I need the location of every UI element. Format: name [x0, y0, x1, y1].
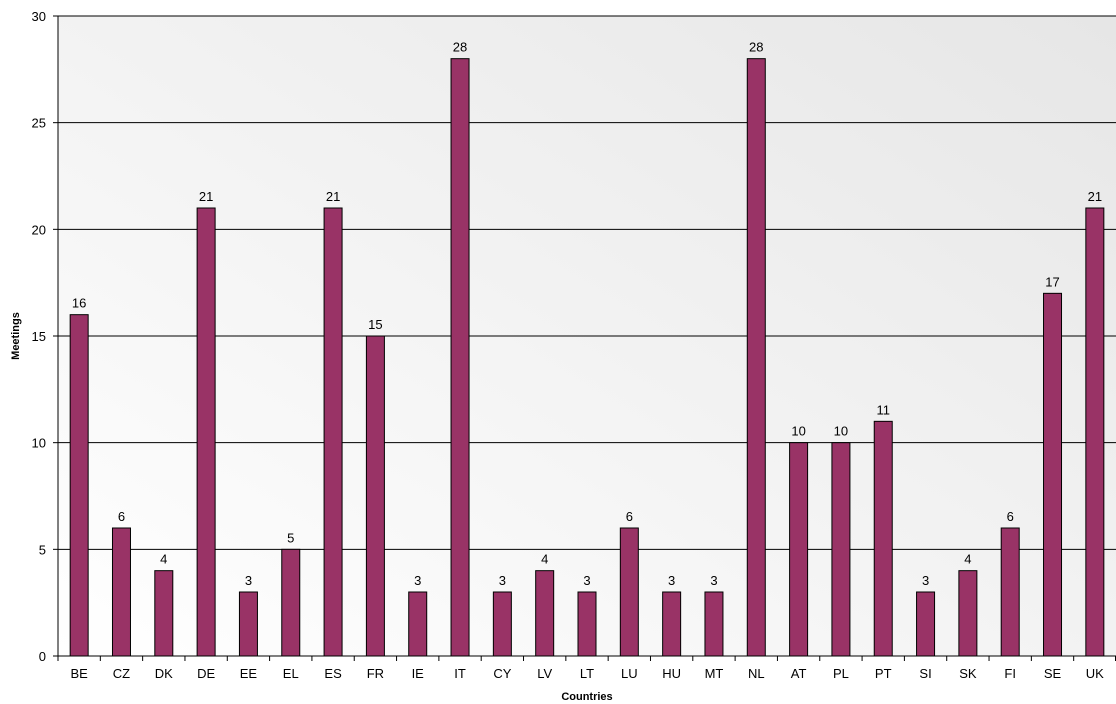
- bar-dk: [154, 570, 174, 657]
- x-tick-label-si: SI: [919, 666, 931, 681]
- data-label-lu: 6: [626, 509, 633, 524]
- bar-se: [1043, 292, 1063, 657]
- x-tick-label-de: DE: [197, 666, 215, 681]
- x-tick-label-hu: HU: [662, 666, 681, 681]
- bar-be: [69, 314, 89, 657]
- y-axis-ticks: 0 5 10 15 20 25 30: [32, 9, 58, 664]
- x-tick-label-be: BE: [70, 666, 88, 681]
- data-label-lv: 4: [541, 552, 548, 567]
- data-label-lt: 3: [583, 573, 590, 588]
- bar-at: [789, 442, 809, 657]
- bar-lv: [535, 570, 555, 657]
- x-tick-label-nl: NL: [748, 666, 765, 681]
- gridlines: [58, 15, 1116, 550]
- x-tick-label-es: ES: [324, 666, 342, 681]
- bar-fi: [1000, 527, 1020, 657]
- data-label-fr: 15: [368, 317, 382, 332]
- bar-hu: [662, 591, 682, 657]
- y-tick-label: 30: [32, 9, 46, 24]
- bar-uk: [1085, 207, 1105, 657]
- x-tick-label-it: IT: [454, 666, 466, 681]
- x-tick-label-uk: UK: [1086, 666, 1104, 681]
- data-label-si: 3: [922, 573, 929, 588]
- data-label-cz: 6: [118, 509, 125, 524]
- data-label-sk: 4: [964, 552, 971, 567]
- y-tick-label: 25: [32, 116, 46, 131]
- bar-nl: [746, 58, 766, 657]
- bars: [69, 58, 1105, 657]
- x-tick-label-pl: PL: [833, 666, 849, 681]
- x-axis-title: Countries: [561, 691, 612, 703]
- bar-si: [916, 591, 936, 657]
- x-tick-label-ee: EE: [240, 666, 258, 681]
- x-tick-label-se: SE: [1044, 666, 1062, 681]
- data-label-de: 21: [199, 189, 213, 204]
- bar-pt: [873, 420, 893, 657]
- x-tick-label-mt: MT: [705, 666, 724, 681]
- data-label-pl: 10: [834, 424, 848, 439]
- x-tick-label-sk: SK: [959, 666, 977, 681]
- bar-ie: [408, 591, 428, 657]
- data-label-it: 28: [453, 40, 467, 55]
- x-tick-label-cz: CZ: [113, 666, 130, 681]
- y-tick-label: 5: [39, 542, 46, 557]
- x-tick-label-fr: FR: [367, 666, 384, 681]
- data-label-fi: 6: [1007, 509, 1014, 524]
- x-tick-label-pt: PT: [875, 666, 892, 681]
- x-tick-label-cy: CY: [493, 666, 511, 681]
- data-label-at: 10: [791, 424, 805, 439]
- data-label-ee: 3: [245, 573, 252, 588]
- x-tick-label-ie: IE: [412, 666, 425, 681]
- x-tick-label-lv: LV: [537, 666, 552, 681]
- x-axis-ticks: BE CZ DK DE EE EL ES FR IE IT CY LV LT LU HU MT NL AT PL PT…: [57, 656, 1116, 681]
- bar-lt: [577, 591, 597, 657]
- y-tick-label: 15: [32, 329, 46, 344]
- y-tick-label: 20: [32, 222, 46, 237]
- x-tick-label-lu: LU: [621, 666, 638, 681]
- data-label-nl: 28: [749, 40, 763, 55]
- bar-lu: [619, 527, 639, 657]
- x-tick-label-fi: FI: [1004, 666, 1016, 681]
- bar-ee: [238, 591, 258, 657]
- bar-sk: [958, 570, 978, 657]
- data-labels: 16 6 4 21 3 5 21 15 3 28 3 4 3 6 3 3 28 10 10 11 3 4 6 17 21: [72, 40, 1102, 588]
- x-tick-label-at: AT: [791, 666, 807, 681]
- bar-cz: [111, 527, 131, 657]
- data-label-be: 16: [72, 296, 86, 311]
- data-label-es: 21: [326, 189, 340, 204]
- bar-it: [450, 58, 470, 657]
- x-tick-label-lt: LT: [580, 666, 594, 681]
- data-label-dk: 4: [160, 552, 167, 567]
- bar-es: [323, 207, 343, 657]
- bar-cy: [492, 591, 512, 657]
- bar-fr: [365, 335, 385, 657]
- bar-pl: [831, 442, 851, 657]
- bar-el: [281, 548, 301, 657]
- x-tick-label-dk: DK: [155, 666, 173, 681]
- y-tick-label: 10: [32, 436, 46, 451]
- data-label-uk: 21: [1088, 189, 1102, 204]
- data-label-hu: 3: [668, 573, 675, 588]
- data-label-cy: 3: [499, 573, 506, 588]
- data-label-el: 5: [287, 530, 294, 545]
- bar-mt: [704, 591, 724, 657]
- x-tick-label-el: EL: [283, 666, 299, 681]
- data-label-ie: 3: [414, 573, 421, 588]
- data-label-pt: 11: [876, 402, 890, 417]
- y-tick-label: 0: [39, 649, 46, 664]
- bar-de: [196, 207, 216, 657]
- data-label-mt: 3: [710, 573, 717, 588]
- y-axis-title: Meetings: [10, 312, 22, 360]
- data-label-se: 17: [1045, 274, 1059, 289]
